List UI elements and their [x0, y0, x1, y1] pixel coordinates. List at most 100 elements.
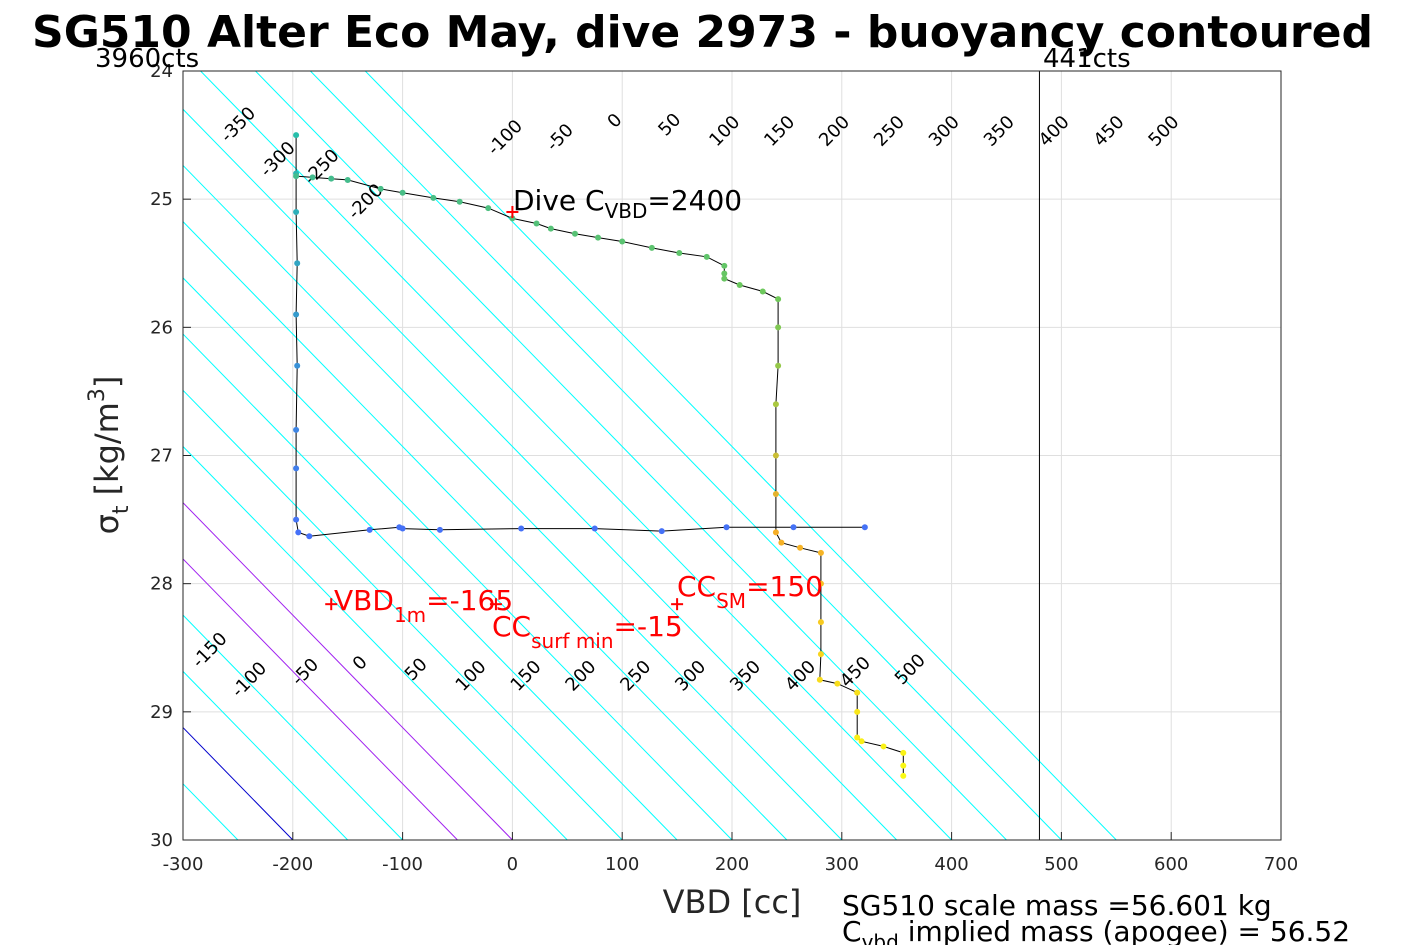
profile-point — [293, 516, 300, 523]
profile-point — [293, 426, 300, 433]
contour-line — [0, 71, 18, 840]
dive-cvbd-label: Dive CVBD=2400 — [513, 184, 742, 223]
profile-point — [703, 253, 710, 260]
contour-label: 150 — [760, 112, 799, 151]
profile-point — [900, 772, 907, 779]
contour-label: -100 — [228, 658, 272, 702]
profile-point — [817, 549, 824, 556]
y-tick-label: 29 — [150, 702, 173, 723]
profile-point — [293, 208, 300, 215]
profile-point — [619, 238, 626, 245]
contour-label: 0 — [349, 652, 372, 675]
profile-point — [721, 262, 728, 269]
profile-point — [900, 762, 907, 769]
profile-point — [817, 619, 824, 626]
contour-label: 100 — [452, 656, 491, 695]
profile-point — [790, 524, 797, 531]
x-tick-label: 400 — [934, 854, 968, 875]
profile-point — [547, 225, 554, 232]
contour-label: 100 — [705, 112, 744, 151]
x-tick-label: 300 — [825, 854, 859, 875]
contour-line — [183, 277, 733, 840]
profile-point — [723, 524, 730, 531]
profile-point — [816, 676, 823, 683]
profile-point — [775, 362, 782, 369]
contour-line — [183, 558, 458, 840]
contour-label: 0 — [603, 110, 626, 133]
contour-label: 350 — [980, 112, 1019, 151]
profile-point — [399, 189, 406, 196]
x-tick-label: 700 — [1264, 854, 1298, 875]
contour-line — [200, 71, 952, 840]
x-tick-label: 500 — [1044, 854, 1078, 875]
y-tick-label: 24 — [150, 61, 173, 82]
profile-point — [399, 525, 406, 532]
contour-label: 50 — [654, 109, 685, 140]
contour-line — [364, 71, 1117, 840]
profile-point — [509, 215, 516, 222]
contour-line — [183, 333, 678, 840]
profile-point — [533, 220, 540, 227]
vbd-1m-label: VBD1m=-165 — [334, 584, 513, 627]
profile-point — [775, 324, 782, 331]
profile-point — [676, 249, 683, 256]
profile-point — [775, 296, 782, 303]
contour-line — [183, 220, 788, 840]
x-tick-label: 600 — [1154, 854, 1188, 875]
contour-line — [183, 502, 513, 840]
profile-point — [772, 490, 779, 497]
x-tick-label: 100 — [605, 854, 639, 875]
contour-group — [0, 71, 1117, 840]
contour-line — [255, 71, 1007, 840]
profile-point — [721, 275, 728, 282]
contour-label: 450 — [1090, 112, 1129, 151]
profile-point — [854, 734, 861, 741]
profile-point — [293, 311, 300, 318]
right-count-label: 441cts — [1043, 44, 1131, 74]
profile-point — [772, 452, 779, 459]
y-tick-label: 27 — [150, 446, 173, 467]
profile-point — [880, 743, 887, 750]
contour-label: 400 — [1035, 112, 1074, 151]
contour-line — [0, 71, 73, 840]
profile-point — [772, 401, 779, 408]
profile-point — [485, 205, 492, 212]
profile-point — [456, 198, 463, 205]
contour-label: 500 — [1144, 112, 1183, 151]
profile-point — [328, 175, 335, 182]
profile-point — [772, 529, 779, 536]
profile-point — [518, 525, 525, 532]
profile-point — [736, 282, 743, 289]
implied-mass-text: Cvbd implied mass (apogee) = 56.52 — [842, 915, 1350, 945]
contour-label: 400 — [781, 656, 820, 695]
contour-label: 250 — [870, 112, 909, 151]
contour-label: -150 — [188, 628, 232, 672]
profile-point — [293, 132, 300, 139]
profile-point — [648, 244, 655, 251]
profile-point — [293, 173, 300, 180]
profile-point — [778, 539, 785, 546]
contour-label: 300 — [671, 656, 710, 695]
profile-point — [834, 680, 841, 687]
profile-point — [306, 533, 313, 540]
profile-point — [854, 708, 861, 715]
y-tick-label: 28 — [150, 574, 173, 595]
contour-line — [183, 614, 403, 840]
profile-point — [817, 580, 824, 587]
profile-point — [436, 526, 443, 533]
profile-point — [377, 185, 384, 192]
contour-label: 200 — [561, 656, 600, 695]
profile-point — [293, 465, 300, 472]
profile-point — [900, 749, 907, 756]
contour-label: 300 — [925, 112, 964, 151]
contour-line — [183, 445, 568, 840]
x-tick-label: 0 — [507, 854, 518, 875]
scale-mass-text: SG510 scale mass =56.601 kg — [842, 889, 1272, 922]
contour-label: 200 — [815, 112, 854, 151]
profile-point — [344, 176, 351, 183]
profile-point — [817, 651, 824, 658]
left-count-label: 3960cts — [95, 44, 199, 74]
contour-label: 50 — [401, 654, 432, 685]
contour-line — [183, 389, 623, 840]
cc-sm-label: CCSM=150 — [677, 570, 823, 613]
